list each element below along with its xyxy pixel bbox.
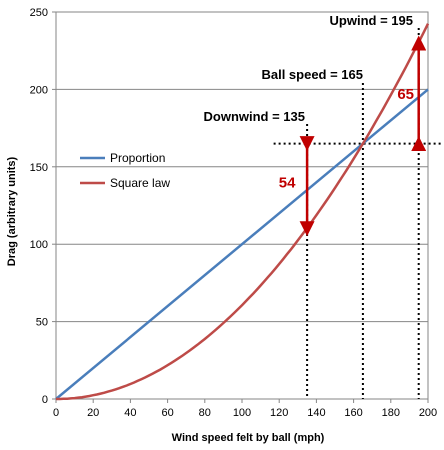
x-tick-label: 20: [87, 407, 99, 419]
x-tick-label: 60: [161, 407, 173, 419]
x-tick-label: 200: [419, 407, 437, 419]
series-line-proportion: [55, 88, 429, 400]
x-tick-label: 140: [307, 407, 325, 419]
y-tick-label: 150: [30, 162, 48, 174]
x-tick-label: 100: [233, 407, 251, 419]
annotation-label-135: Downwind = 135: [204, 109, 306, 124]
plot-area: [55, 11, 429, 400]
y-tick-label: 50: [36, 317, 48, 329]
x-tick-label: 80: [199, 407, 211, 419]
x-tick-label: 160: [344, 407, 362, 419]
axes: [52, 11, 429, 403]
y-tick-label: 100: [30, 239, 48, 251]
y-tick-label: 200: [30, 84, 48, 96]
guide-lines: [273, 28, 442, 399]
gridlines: [56, 88, 428, 323]
annotation-label-195: Upwind = 195: [330, 13, 413, 28]
legend-entry-square-law: Square law: [110, 176, 170, 190]
legend-entry-proportion: Proportion: [110, 151, 165, 165]
y-tick-label: 250: [30, 7, 48, 19]
x-axis-title: Wind speed felt by ball (mph): [172, 432, 325, 444]
y-tick-label: 0: [42, 394, 48, 406]
annotation-label-165: Ball speed = 165: [261, 67, 363, 82]
legend: Proportion Square law: [80, 151, 170, 190]
x-tick-label: 180: [382, 407, 400, 419]
difference-arrows: [299, 35, 427, 237]
x-tick-label: 120: [270, 407, 288, 419]
y-axis-title: Drag (arbitrary units): [6, 156, 18, 266]
labels: 0 50 100 150 200 250 0 20 40 60 80 100 120 140 160 180 2…: [6, 7, 437, 444]
difference-label-54: 54: [279, 174, 296, 191]
x-tick-label: 0: [53, 407, 59, 419]
series-line-square-law: [56, 23, 430, 401]
series: [55, 23, 430, 401]
x-tick-label: 40: [124, 407, 136, 419]
difference-label-65: 65: [397, 86, 414, 103]
